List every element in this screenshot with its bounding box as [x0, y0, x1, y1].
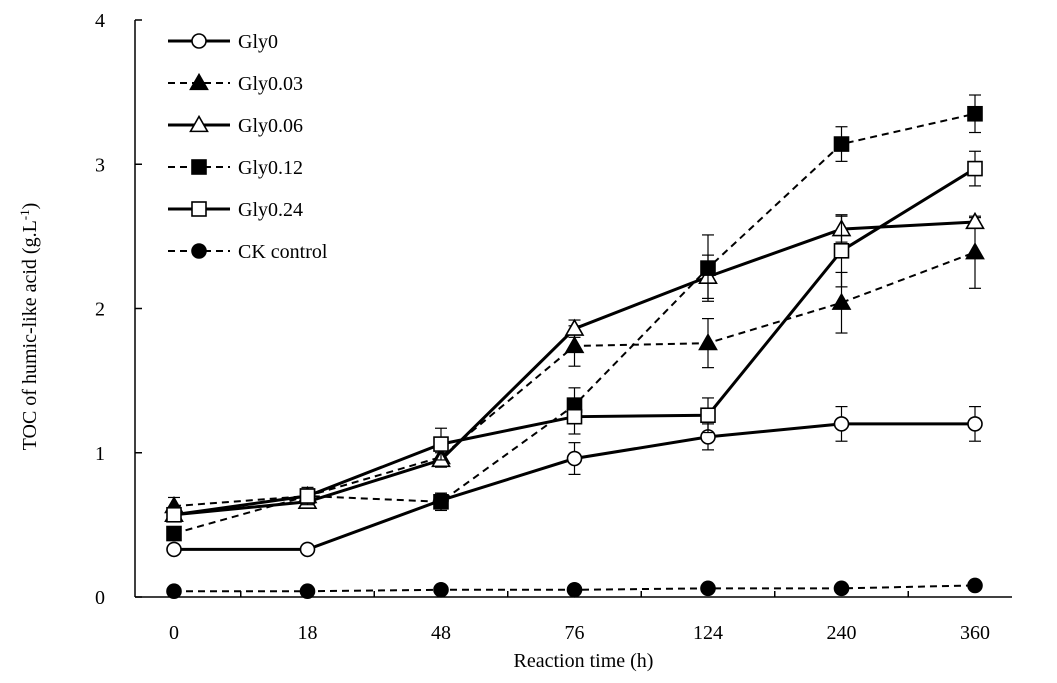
- legend: Gly0 Gly0.03 Gly0.06 Gly0.12 Gly0.24 CK contr…: [168, 31, 328, 263]
- x-tick-label: 124: [693, 622, 723, 644]
- data-point: [965, 242, 985, 260]
- data-point: [833, 416, 850, 432]
- data-point: [166, 525, 182, 542]
- data-point: [566, 450, 583, 467]
- legend-label: Gly0.24: [238, 199, 303, 221]
- data-point: [564, 335, 585, 354]
- data-point: [566, 581, 583, 598]
- x-tick-label: 76: [565, 622, 585, 644]
- legend-marker: [191, 243, 207, 259]
- series-gly0-24: [166, 150, 983, 523]
- data-point: [166, 541, 182, 558]
- legend-marker: [189, 114, 209, 133]
- legend-item: CK control: [168, 241, 328, 263]
- data-point: [967, 105, 983, 122]
- legend-label: Gly0.03: [238, 73, 303, 95]
- legend-item: Gly0.12: [168, 157, 303, 179]
- legend-label: Gly0.12: [238, 157, 303, 179]
- legend-label: Gly0: [238, 31, 278, 53]
- data-point: [967, 160, 983, 177]
- legend-marker: [191, 33, 207, 49]
- data-point: [700, 407, 716, 424]
- legend-item: Gly0.24: [168, 199, 303, 221]
- data-point: [166, 583, 182, 600]
- x-tick-label: 0: [169, 622, 179, 644]
- legend-item: Gly0.06: [168, 114, 303, 137]
- x-tick-label: 48: [431, 622, 451, 644]
- data-point: [566, 408, 583, 425]
- y-axis-title-main: TOC of humic-like acid (g.L: [19, 220, 41, 450]
- data-point: [965, 211, 985, 230]
- data-point: [833, 136, 850, 152]
- y-axis-title-close: ): [19, 203, 41, 210]
- legend-item: Gly0.03: [168, 72, 303, 95]
- data-point: [967, 416, 983, 432]
- data-point: [299, 488, 316, 504]
- legend-label: CK control: [238, 241, 328, 263]
- legend-marker: [191, 201, 207, 217]
- data-point: [833, 243, 850, 259]
- data-point: [698, 333, 718, 351]
- data-point: [299, 583, 316, 600]
- data-point: [700, 260, 716, 276]
- y-axis-title: TOC of humic-like acid (g.L-1): [17, 203, 42, 451]
- x-axis-title: Reaction time (h): [514, 650, 654, 672]
- legend-item: Gly0: [168, 31, 278, 53]
- data-point: [564, 318, 585, 336]
- x-tick-label: 360: [960, 622, 990, 644]
- series-ck-control: [166, 577, 983, 600]
- series-gly0: [166, 405, 983, 558]
- y-tick-label: 1: [95, 443, 105, 465]
- data-point: [833, 580, 850, 597]
- y-tick-label: 3: [95, 154, 105, 176]
- x-tick-label: 240: [827, 622, 857, 644]
- axes: 0 1 2 3 4 0 18 48 76 124 240 360: [95, 10, 1012, 644]
- data-point: [700, 580, 716, 597]
- y-tick-label: 0: [95, 587, 105, 609]
- legend-label: Gly0.06: [238, 115, 303, 137]
- data-point: [967, 577, 983, 594]
- data-point: [166, 506, 182, 523]
- series-layer: [164, 94, 985, 600]
- y-tick-label: 4: [95, 10, 105, 32]
- legend-marker: [191, 159, 207, 175]
- x-tick-label: 18: [298, 622, 318, 644]
- legend-marker: [189, 72, 209, 91]
- data-point: [433, 581, 449, 598]
- y-axis-title-superscript: -1: [17, 209, 32, 220]
- data-point: [433, 436, 449, 452]
- data-point: [299, 541, 316, 558]
- y-tick-label: 2: [95, 299, 105, 321]
- data-point: [831, 292, 852, 310]
- data-point: [433, 493, 449, 510]
